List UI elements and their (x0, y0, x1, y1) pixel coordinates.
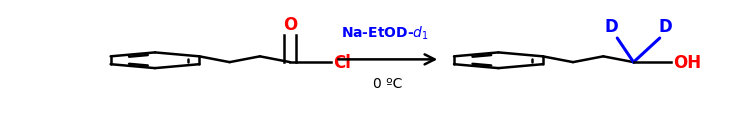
Text: O: O (283, 16, 297, 33)
Text: 0 ºC: 0 ºC (373, 76, 403, 90)
Text: D: D (659, 18, 672, 36)
Text: Na-EtOD-$\it{d}$$_1$: Na-EtOD-$\it{d}$$_1$ (341, 25, 429, 42)
Text: D: D (605, 18, 618, 36)
Text: Cl: Cl (333, 54, 351, 72)
Text: OH: OH (673, 54, 701, 72)
